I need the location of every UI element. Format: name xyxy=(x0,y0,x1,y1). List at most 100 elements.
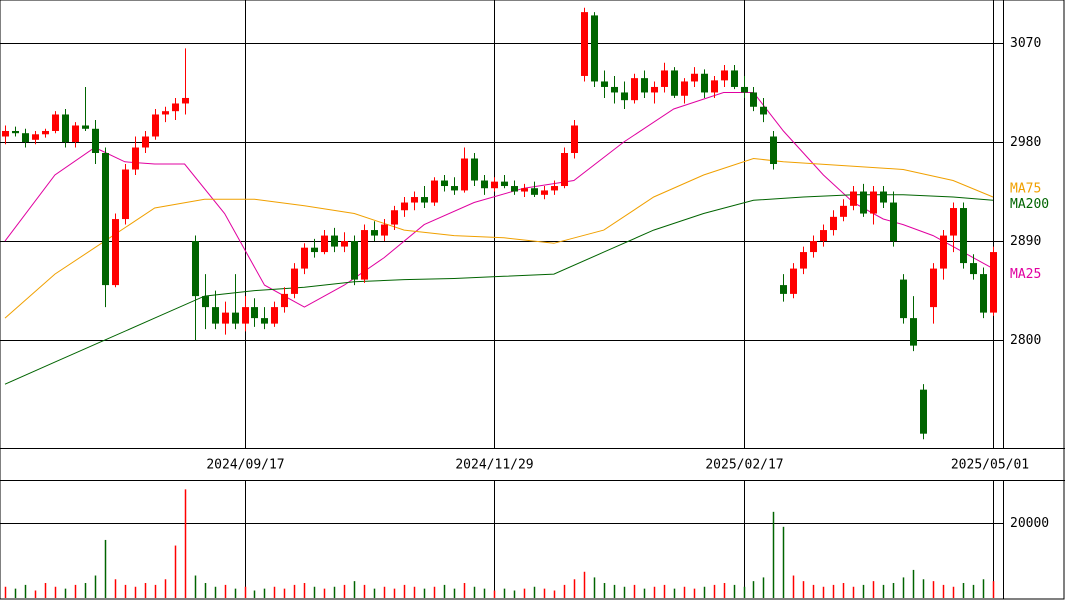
candle-body xyxy=(541,190,548,195)
candle-body xyxy=(341,241,348,247)
candle-body xyxy=(790,268,797,294)
candle-body xyxy=(581,12,588,76)
candle-body xyxy=(850,191,857,206)
candle-body xyxy=(42,130,49,135)
candle-body xyxy=(152,114,159,137)
candle-body xyxy=(491,181,498,189)
candle-body xyxy=(800,252,807,269)
candle-body xyxy=(271,307,278,324)
legend-label: MA200 xyxy=(1010,197,1049,212)
candle-body xyxy=(551,186,558,191)
y-tick-label: 3070 xyxy=(1010,36,1041,51)
candle-body xyxy=(830,216,837,231)
candle-body xyxy=(381,224,388,236)
ma-line xyxy=(4,157,994,319)
candle-body xyxy=(651,86,658,93)
y-tick-label: 2980 xyxy=(1010,135,1041,150)
candle-body xyxy=(82,125,89,129)
candle-body xyxy=(251,307,258,319)
candle-body xyxy=(870,191,877,214)
candle-body xyxy=(970,263,977,275)
candle-body xyxy=(441,180,448,187)
candle-body xyxy=(990,252,997,313)
candle-body xyxy=(661,70,668,87)
candle-body xyxy=(62,114,69,142)
candle-body xyxy=(232,312,239,324)
candle-body xyxy=(242,307,249,324)
candle-body xyxy=(741,86,748,93)
legend-label: MA75 xyxy=(1010,182,1041,197)
candle-body xyxy=(391,210,398,225)
candle-body xyxy=(561,153,568,187)
candle-body xyxy=(461,158,468,191)
ma-line xyxy=(4,194,994,385)
candle-body xyxy=(880,191,887,203)
candle-body xyxy=(371,230,378,236)
y-tick-label: 2890 xyxy=(1010,234,1041,249)
candle-body xyxy=(521,188,528,192)
candle-body xyxy=(721,70,728,81)
x-tick-label: 2025/05/01 xyxy=(951,458,1029,473)
candle-body xyxy=(122,169,129,220)
candle-body xyxy=(501,181,508,187)
candle-body xyxy=(321,235,328,253)
candle-body xyxy=(701,73,708,93)
candle-body xyxy=(172,103,179,112)
candle-body xyxy=(451,186,458,191)
candle-body xyxy=(291,268,298,294)
candle-body xyxy=(631,78,638,101)
candle-body xyxy=(32,134,39,140)
candle-body xyxy=(72,125,79,142)
candle-body xyxy=(601,81,608,87)
x-tick-label: 2025/02/17 xyxy=(705,458,783,473)
candle-body xyxy=(92,128,99,154)
x-tick-label: 2024/11/29 xyxy=(455,458,533,473)
candle-body xyxy=(910,318,917,346)
candle-body xyxy=(421,197,428,203)
candle-body xyxy=(142,136,149,148)
candle-body xyxy=(571,125,578,154)
candle-body xyxy=(2,130,9,137)
candle-body xyxy=(681,81,688,96)
candle-body xyxy=(311,247,318,253)
candle-body xyxy=(810,241,817,253)
candle-body xyxy=(351,241,358,280)
candle-body xyxy=(511,186,518,192)
candle-body xyxy=(980,274,987,313)
candle-body xyxy=(132,147,139,170)
y-tick-label: 2800 xyxy=(1010,333,1041,348)
candle-body xyxy=(731,70,738,87)
candle-body xyxy=(860,191,867,214)
candle-body xyxy=(920,389,927,434)
candle-body xyxy=(611,86,618,93)
candle-body xyxy=(281,293,288,308)
candle-body xyxy=(711,80,718,93)
candle-body xyxy=(750,92,757,107)
candle-body xyxy=(222,312,229,324)
candle-body xyxy=(102,153,109,286)
candle-body xyxy=(770,136,777,165)
candle-body xyxy=(261,318,268,324)
candle-body xyxy=(22,133,29,142)
candle-body xyxy=(780,285,787,294)
candle-body xyxy=(671,70,678,96)
candle-body xyxy=(890,202,897,242)
candle-body xyxy=(621,92,628,101)
candle-body xyxy=(591,15,598,82)
candle-body xyxy=(960,208,967,264)
candle-body xyxy=(930,268,937,308)
candle-body xyxy=(691,73,698,82)
candle-body xyxy=(760,106,767,115)
candle-body xyxy=(820,230,827,242)
candle-body xyxy=(531,188,538,195)
candle-body xyxy=(411,197,418,203)
legend-label: MA25 xyxy=(1010,267,1041,282)
candle-body xyxy=(900,279,907,319)
candle-body xyxy=(471,158,478,181)
candle-body xyxy=(192,241,199,297)
candle-body xyxy=(112,219,119,286)
candle-body xyxy=(12,130,19,134)
candle-body xyxy=(52,114,59,131)
x-tick-label: 2024/09/17 xyxy=(206,458,284,473)
